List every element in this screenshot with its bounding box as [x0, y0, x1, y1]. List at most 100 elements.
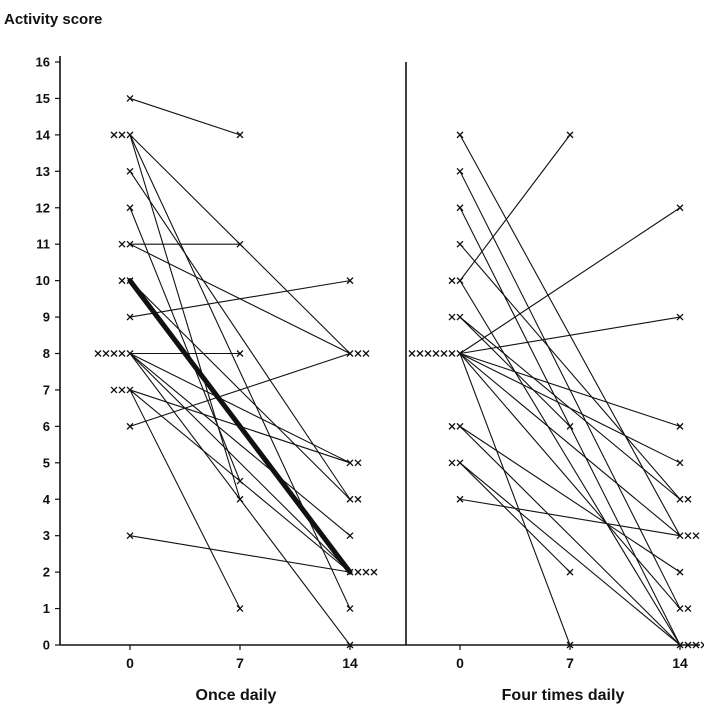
data-point [676, 605, 684, 613]
data-point [346, 495, 354, 503]
data-point [126, 167, 134, 175]
data-point [110, 131, 118, 139]
data-point [102, 350, 110, 357]
patient-line [459, 352, 681, 427]
data-point [346, 605, 354, 613]
y-axis-label: Activity score [4, 11, 102, 28]
patient-line [459, 498, 681, 537]
patient-line [129, 170, 351, 500]
data-point [110, 350, 118, 357]
patient-line [459, 352, 681, 610]
data-point [236, 240, 244, 248]
patient-line [129, 389, 351, 464]
data-point [126, 422, 134, 430]
y-tick-label: 16 [36, 55, 50, 70]
y-tick-label: 10 [36, 273, 50, 288]
patient-line [459, 352, 681, 537]
patient-line [129, 207, 241, 482]
panel-once-daily: 0 7 14 [94, 94, 378, 671]
y-tick-label: 2 [43, 565, 50, 580]
y-tick-label: 11 [36, 237, 50, 252]
y-tick-label: 15 [36, 91, 50, 106]
data-point [676, 568, 684, 576]
data-point [236, 605, 244, 613]
y-tick-label: 6 [43, 419, 50, 434]
patient-line [129, 280, 351, 318]
data-point [236, 131, 244, 139]
data-point [354, 350, 362, 357]
data-point [566, 568, 574, 576]
y-tick-label: 12 [36, 200, 50, 215]
y-tick-label: 13 [36, 164, 50, 179]
patient-line [459, 316, 681, 355]
data-point [118, 131, 126, 139]
patient-line [129, 389, 241, 610]
data-point [126, 204, 134, 212]
data-point [456, 277, 464, 285]
data-point [448, 277, 456, 285]
data-point [456, 167, 464, 175]
data-point [126, 131, 134, 139]
data-point [684, 532, 692, 540]
data-point [456, 313, 464, 321]
data-point [566, 422, 574, 430]
y-tick-label: 4 [43, 492, 51, 507]
data-point [370, 568, 378, 576]
patient-line [459, 243, 681, 500]
x-tick-label: 0 [126, 655, 134, 671]
patient-line [129, 97, 241, 136]
x-tick-label: 7 [236, 655, 244, 671]
y-tick-label: 7 [43, 382, 50, 397]
y-tick-label: 0 [43, 638, 50, 653]
data-point [236, 495, 244, 503]
y-tick-label: 5 [43, 455, 50, 470]
y-tick-label: 3 [43, 528, 50, 543]
patient-line [129, 352, 351, 537]
data-point [676, 459, 684, 467]
data-point [416, 350, 424, 357]
data-point [126, 240, 134, 248]
data-point [448, 459, 456, 467]
patient-line [129, 134, 351, 610]
data-point [362, 350, 370, 357]
data-point [448, 350, 456, 357]
y-tick-label: 9 [43, 310, 50, 325]
data-point [424, 350, 432, 357]
data-point [456, 204, 464, 212]
patient-line [129, 535, 351, 573]
data-point [362, 568, 370, 576]
data-point [354, 459, 362, 467]
data-point [456, 495, 464, 503]
patient-line [459, 207, 681, 355]
y-tick-label: 8 [43, 346, 50, 361]
data-point [346, 350, 354, 357]
data-point [456, 240, 464, 248]
data-point [126, 313, 134, 321]
data-point [456, 131, 464, 139]
data-point [94, 350, 102, 357]
patient-line [129, 352, 351, 464]
data-point [126, 532, 134, 540]
data-point [126, 386, 134, 394]
data-point [456, 459, 464, 467]
data-point [408, 350, 416, 357]
patient-line [129, 352, 351, 427]
data-point [110, 386, 118, 394]
patient-line [129, 352, 351, 573]
data-point [700, 641, 704, 649]
data-point [676, 532, 684, 540]
data-point [456, 350, 464, 357]
data-point [346, 459, 354, 467]
patient-line [459, 134, 571, 282]
data-point [676, 495, 684, 503]
patient-line [459, 425, 681, 573]
x-tick-label: 0 [456, 655, 464, 671]
data-point [566, 131, 574, 139]
data-point [236, 350, 244, 357]
data-point [354, 495, 362, 503]
data-point [432, 350, 440, 357]
data-point [692, 532, 700, 540]
data-point [236, 477, 244, 485]
y-tick-label: 1 [43, 601, 50, 616]
